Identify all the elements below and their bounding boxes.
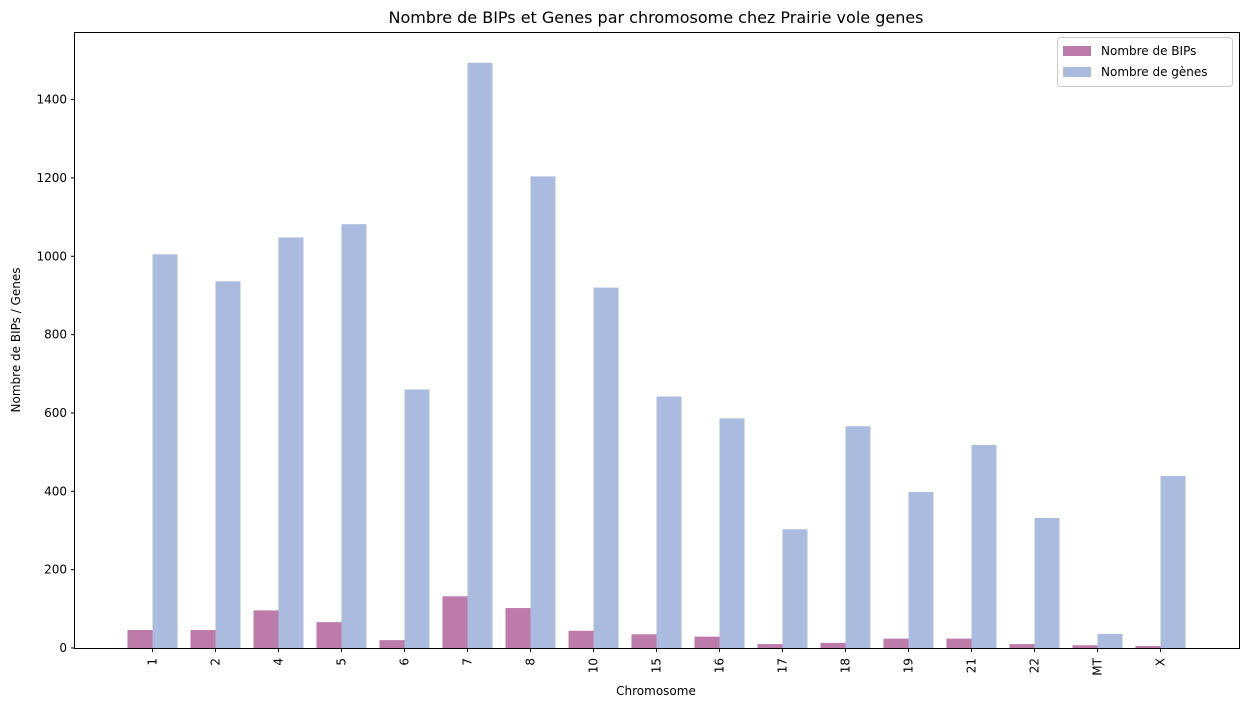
y-tick-label: 400 <box>44 484 67 498</box>
legend-label-genes: Nombre de gènes <box>1101 65 1208 79</box>
bar-genes-10 <box>593 287 619 648</box>
bar-genes-19 <box>908 492 934 648</box>
x-tick-label: MT <box>1091 657 1105 675</box>
bar-bips-16 <box>694 636 720 648</box>
bar-genes-22 <box>1034 517 1060 648</box>
x-tick-label: 5 <box>335 658 349 666</box>
y-tick-label: 0 <box>59 641 67 655</box>
legend-swatch-bips <box>1063 46 1091 56</box>
x-tick-label: 2 <box>209 658 223 666</box>
legend-label-bips: Nombre de BIPs <box>1101 44 1196 58</box>
bar-bips-17 <box>757 644 783 648</box>
x-tick-label: 7 <box>461 658 475 666</box>
bar-genes-7 <box>467 62 493 649</box>
y-axis-label: Nombre de BIPs / Genes <box>9 268 23 413</box>
x-tick-label: 10 <box>587 658 601 673</box>
bar-bips-1 <box>127 629 153 648</box>
legend: Nombre de BIPs Nombre de gènes <box>1057 37 1233 87</box>
bar-bips-19 <box>883 638 909 648</box>
chart-title: Nombre de BIPs et Genes par chromosome c… <box>388 8 923 27</box>
legend-swatch-genes <box>1063 67 1091 77</box>
x-tick-label: 19 <box>902 658 916 673</box>
bar-bips-6 <box>379 640 405 648</box>
bar-genes-2 <box>215 281 241 648</box>
bar-genes-15 <box>656 396 682 648</box>
x-tick-label: 4 <box>272 658 286 666</box>
y-tick-label: 1400 <box>36 93 67 107</box>
y-tick-label: 600 <box>44 406 67 420</box>
x-tick-label: 17 <box>776 658 790 673</box>
legend-box <box>1057 37 1233 87</box>
bar-genes-16 <box>719 418 745 648</box>
y-tick-label: 1200 <box>36 171 67 185</box>
bar-bips-7 <box>442 596 468 648</box>
x-tick-label: 15 <box>650 658 664 673</box>
bar-bips-4 <box>253 610 279 648</box>
bar-genes-6 <box>404 389 430 648</box>
bar-bips-X <box>1135 646 1161 648</box>
y-tick-label: 800 <box>44 328 67 342</box>
bar-genes-1 <box>152 254 178 648</box>
bar-bips-18 <box>820 642 846 648</box>
y-axis: 0 200 400 600 800 1000 1200 1400 <box>36 93 75 655</box>
x-axis: 1 2 4 5 6 7 8 10 15 16 17 18 19 21 22 MT X <box>146 648 1168 676</box>
x-tick-label: 18 <box>839 658 853 673</box>
x-tick-label: 21 <box>965 658 979 673</box>
bar-genes-X <box>1160 476 1186 648</box>
x-tick-label: 16 <box>713 658 727 673</box>
bar-bips-MT <box>1072 645 1098 648</box>
bar-bips-10 <box>568 630 594 648</box>
x-tick-label: 22 <box>1028 658 1042 673</box>
y-tick-label: 200 <box>44 563 67 577</box>
bar-bips-5 <box>316 622 342 648</box>
bar-genes-5 <box>341 224 367 648</box>
y-tick-label: 1000 <box>36 249 67 263</box>
x-tick-label: 1 <box>146 658 160 666</box>
bar-genes-8 <box>530 176 556 648</box>
bar-bips-22 <box>1009 644 1035 648</box>
bar-bips-21 <box>946 638 972 648</box>
bars-group <box>127 62 1186 649</box>
x-tick-label: 8 <box>524 658 538 666</box>
bar-genes-17 <box>782 529 808 648</box>
bar-bips-2 <box>190 629 216 648</box>
bar-genes-21 <box>971 445 997 648</box>
bar-bips-15 <box>631 634 657 648</box>
bar-genes-18 <box>845 426 871 648</box>
plot-frame <box>74 32 1240 649</box>
x-axis-label: Chromosome <box>616 684 696 698</box>
x-tick-label: 6 <box>398 658 412 666</box>
bar-genes-MT <box>1097 633 1123 648</box>
bar-genes-4 <box>278 237 304 648</box>
bar-bips-8 <box>505 608 531 648</box>
x-tick-label: X <box>1154 658 1168 666</box>
